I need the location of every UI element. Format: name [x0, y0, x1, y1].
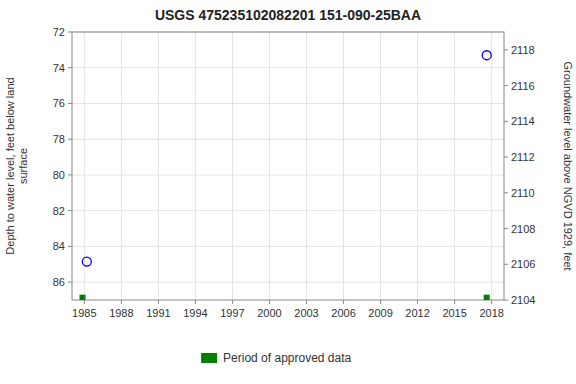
tick — [504, 85, 508, 86]
tick — [504, 157, 508, 158]
grid-line — [72, 174, 504, 175]
tick-label: 2106 — [511, 258, 535, 270]
tick — [68, 246, 72, 247]
tick — [454, 300, 455, 304]
tick — [232, 300, 233, 304]
grid-line — [121, 32, 122, 300]
background — [0, 0, 576, 384]
tick — [68, 67, 72, 68]
tick-label: 1997 — [220, 307, 244, 319]
grid-line — [306, 32, 307, 300]
tick — [158, 300, 159, 304]
axis-label: Groundwater level above NGVD 1929, feet — [562, 61, 574, 270]
tick-label: 2018 — [479, 307, 503, 319]
grid — [72, 32, 504, 300]
tick — [306, 300, 307, 304]
point — [79, 295, 85, 300]
grid-line — [232, 32, 233, 300]
grid-line — [380, 32, 381, 300]
point — [82, 257, 91, 266]
axis-label-line: surface — [17, 148, 29, 184]
tick — [504, 300, 508, 301]
tick — [504, 192, 508, 193]
grid-line — [72, 67, 504, 68]
tick-label: 82 — [53, 205, 65, 217]
tick — [504, 228, 508, 229]
legend: Period of approved data — [201, 351, 351, 365]
grid-line — [417, 32, 418, 300]
tick — [195, 300, 196, 304]
tick-label: 1991 — [146, 307, 170, 319]
tick-label: 2015 — [442, 307, 466, 319]
grid-line — [491, 32, 492, 300]
plot-frame — [72, 32, 504, 300]
chart: 1985 1988 1991 1994 1997 2000 2003 2006 2009 2012… — [0, 0, 576, 384]
tick-label: 84 — [53, 240, 65, 252]
series — [82, 51, 491, 266]
grid-line — [72, 139, 504, 140]
tick-label: 2009 — [368, 307, 392, 319]
point — [484, 295, 490, 300]
tick-label: 1985 — [72, 307, 96, 319]
grid-line — [269, 32, 270, 300]
tick-label: 80 — [53, 169, 65, 181]
legend-label: Period of approved data — [223, 351, 351, 365]
tick — [269, 300, 270, 304]
point — [482, 51, 491, 60]
grid-line — [454, 32, 455, 300]
grid-line — [72, 103, 504, 104]
axis-label-line: Depth to water level, feet below land — [4, 77, 16, 254]
tick — [380, 300, 381, 304]
tick — [68, 174, 72, 175]
tick-label: 2110 — [511, 187, 535, 199]
y2-axis: 2104 2106 2108 2110 2112 2114 2116 2118 — [504, 44, 535, 306]
tick-label: 2112 — [511, 151, 535, 163]
tick-label: 72 — [53, 26, 65, 38]
tick-label: 78 — [53, 133, 65, 145]
tick — [121, 300, 122, 304]
tick-label: 1988 — [109, 307, 133, 319]
tick-label: 86 — [53, 276, 65, 288]
tick-label: 1994 — [183, 307, 207, 319]
tick-label: 76 — [53, 97, 65, 109]
tick — [343, 300, 344, 304]
grid-line — [343, 32, 344, 300]
y-axis: 72 74 76 78 80 82 84 86 — [53, 26, 72, 288]
tick — [68, 210, 72, 211]
grid-line — [72, 282, 504, 283]
tick — [491, 300, 492, 304]
tick-label: 2006 — [331, 307, 355, 319]
grid-line — [158, 32, 159, 300]
tick — [417, 300, 418, 304]
tick — [68, 32, 72, 33]
grid-line — [72, 210, 504, 211]
tick — [504, 264, 508, 265]
tick — [68, 282, 72, 283]
tick-label: 2012 — [405, 307, 429, 319]
series — [79, 295, 489, 300]
tick-label: 74 — [53, 62, 65, 74]
tick-label: 2104 — [511, 294, 535, 306]
tick-label: 2003 — [294, 307, 318, 319]
tick — [504, 49, 508, 50]
axis-label: Depth to water level, feet below landsur… — [4, 77, 29, 254]
tick-label: 2116 — [511, 80, 535, 92]
tick — [504, 121, 508, 122]
tick-label: 2000 — [257, 307, 281, 319]
title: USGS 475235102082201 151-090-25BAA — [155, 7, 421, 23]
grid-line — [72, 246, 504, 247]
tick-label: 2118 — [511, 44, 535, 56]
grid-line — [195, 32, 196, 300]
x-axis: 1985 1988 1991 1994 1997 2000 2003 2006 2009 2012… — [72, 300, 504, 319]
tick-label: 2114 — [511, 115, 535, 127]
tick — [68, 103, 72, 104]
grid-line — [84, 32, 85, 300]
tick — [68, 139, 72, 140]
tick — [84, 300, 85, 304]
marks — [79, 51, 491, 300]
legend-swatch — [201, 353, 217, 363]
tick-label: 2108 — [511, 223, 535, 235]
